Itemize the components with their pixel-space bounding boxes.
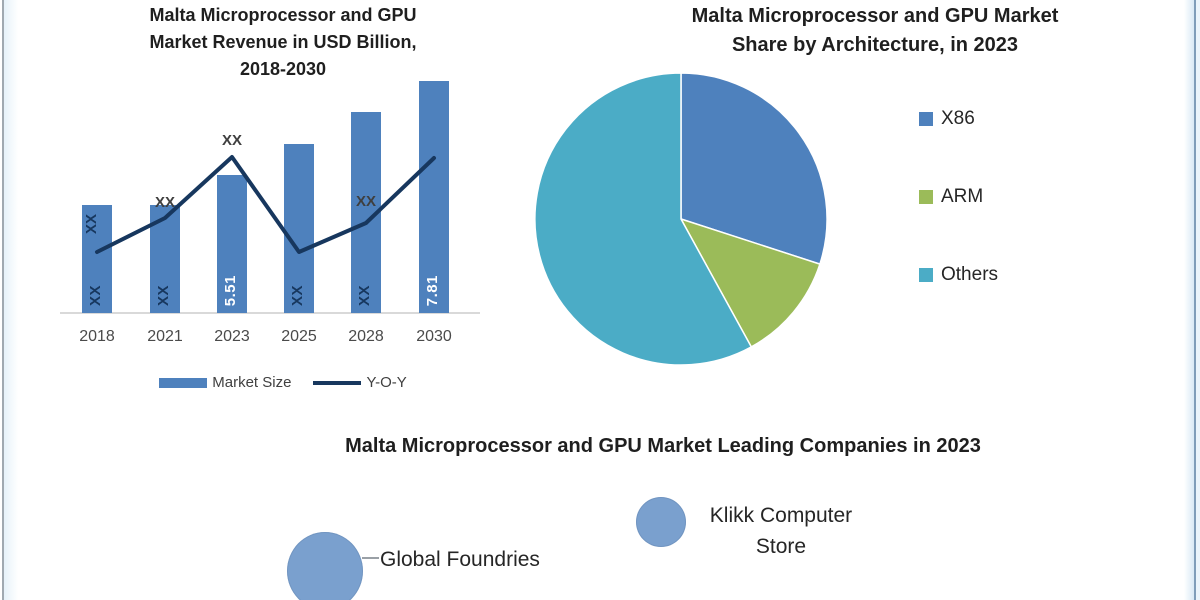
- right-border-tint: [1184, 0, 1194, 600]
- x-axis-label-2025: 2025: [281, 328, 317, 345]
- yoy-polyline: [95, 155, 436, 254]
- left-border-tint: [4, 0, 18, 600]
- x-axis-label-2028: 2028: [348, 328, 384, 345]
- bar-label-2025: XX: [289, 284, 306, 306]
- revenue-title-line-1: Malta Microprocessor and GPU: [149, 5, 417, 25]
- yoy-label-2018: XX: [83, 214, 100, 235]
- others-legend-label: Others: [941, 264, 999, 285]
- pie-title-line-1: Malta Microprocessor and GPU Market: [691, 5, 1059, 27]
- pie-legend-item-x86: X86: [919, 108, 975, 130]
- yoy-label-2023: XX: [221, 132, 243, 149]
- others-swatch: [919, 268, 933, 282]
- arm-swatch: [919, 190, 933, 204]
- companies-title: Malta Microprocessor and GPU Market Lead…: [345, 435, 981, 457]
- revenue-chart-title: Malta Microprocessor and GPU Market Reve…: [103, 2, 463, 83]
- bubble-global-foundries: [287, 532, 363, 600]
- bar-label-2018: XX: [87, 284, 104, 306]
- market-size-swatch: [159, 377, 208, 388]
- right-border-sliver: [1196, 0, 1200, 600]
- arm-legend-label: ARM: [941, 186, 984, 207]
- bubble-label-global-foundries: Global Foundries: [380, 544, 600, 575]
- pie-graphic: [534, 72, 828, 366]
- bar-label-2021: XX: [155, 284, 172, 306]
- yoy-swatch: [313, 380, 362, 385]
- x-axis-label-2030: 2030: [416, 328, 452, 345]
- x86-swatch: [919, 112, 933, 126]
- legend-item-yoy: Y-O-Y: [313, 374, 407, 391]
- legend-item-market-size: Market Size: [159, 374, 291, 391]
- bubble-label-klikk-computer-store: Klikk Computer Store: [706, 500, 856, 562]
- pie-slice-others: [534, 72, 753, 366]
- bar-label-2023: 5.51: [222, 274, 239, 306]
- bubble-label-line: Klikk Computer: [709, 504, 853, 527]
- pie-legend-item-others: Others: [919, 264, 998, 286]
- x-axis-label-2021: 2021: [147, 328, 183, 345]
- yoy-legend-label: Y-O-Y: [366, 374, 407, 391]
- pie-slice-arm: [679, 217, 821, 348]
- left-border-line: [2, 0, 4, 600]
- market-size-legend-label: Market Size: [212, 374, 292, 391]
- revenue-legend: Market Size Y-O-Y: [103, 374, 463, 391]
- bubble-klikk-computer-store: [636, 497, 686, 547]
- bubble-label-connector: [362, 557, 379, 559]
- yoy-label-2028: XX: [355, 193, 377, 210]
- bubble-label-line: Store: [755, 535, 807, 558]
- x86-legend-label: X86: [941, 108, 975, 129]
- x-axis-label-2023: 2023: [214, 328, 250, 345]
- revenue-title-line-2: Market Revenue in USD Billion,: [149, 32, 417, 52]
- x-axis-label-2018: 2018: [79, 328, 115, 345]
- x-axis-line: [60, 312, 480, 314]
- bubble-label-line: Global Foundries: [380, 548, 540, 571]
- bar-2028: [351, 112, 381, 313]
- bar-label-2030: 7.81: [424, 274, 441, 306]
- bar-label-2028: XX: [356, 284, 373, 306]
- pie-legend-item-arm: ARM: [919, 186, 983, 208]
- pie-slice-x86: [680, 72, 828, 266]
- yoy-label-2021: XX: [154, 194, 176, 211]
- pie-chart-title: Malta Microprocessor and GPU Market Shar…: [600, 2, 1150, 60]
- right-border-line: [1194, 0, 1196, 600]
- revenue-title-line-3: 2018-2030: [239, 59, 327, 79]
- pie-title-line-2: Share by Architecture, in 2023: [731, 34, 1019, 56]
